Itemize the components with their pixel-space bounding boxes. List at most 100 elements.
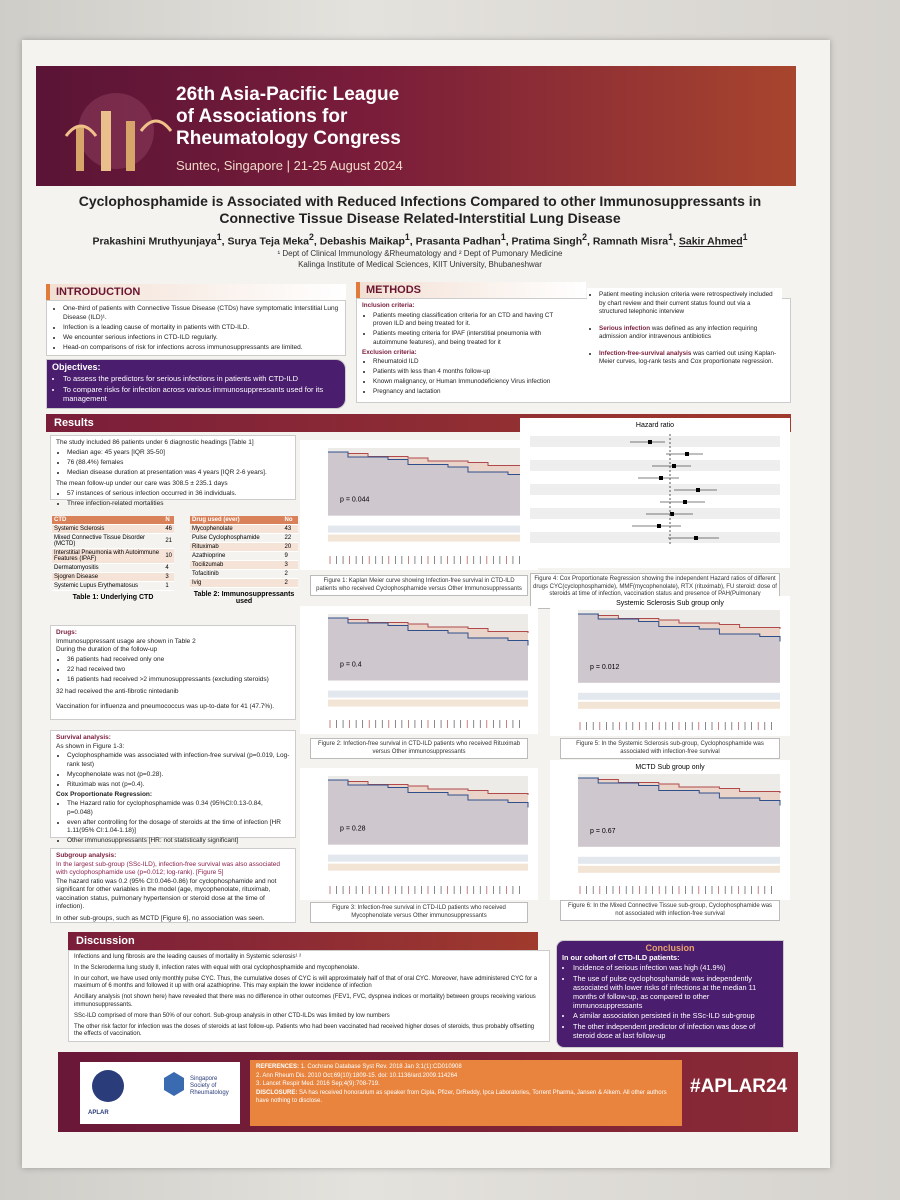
- congress-line: of Associations for: [176, 106, 348, 127]
- paragraph: The other risk factor for infection was …: [74, 1023, 535, 1038]
- list-item: Cyclophosphamide was associated with inf…: [67, 752, 290, 769]
- logo-text: Singapore Society of Rheumatology: [190, 1076, 229, 1096]
- survival: Survival analysis: As shown in Figure 1-…: [50, 730, 296, 844]
- box-heading: Drugs:: [56, 629, 77, 636]
- figure-plot: MCTD Sub group only p = 0.67: [550, 760, 790, 900]
- table-cell: Ivig: [190, 578, 283, 588]
- forest-point: [657, 524, 661, 528]
- figure-plot: p = 0.044: [300, 440, 538, 570]
- list-item: To compare risks for infection across va…: [63, 385, 340, 404]
- table-row: Mycophenolate 43: [190, 524, 298, 534]
- box-heading: Survival analysis:: [56, 734, 111, 741]
- table-row: Sjogren Disease 3: [52, 572, 174, 582]
- list-item: Infection-free-survival analysis was car…: [599, 350, 778, 367]
- table-cell: 21: [163, 533, 174, 549]
- reference: 3. Lancet Respir Med. 2016 Sep;4(9):708-…: [256, 1081, 380, 1087]
- km-band: [328, 452, 528, 516]
- reference: 2. Ann Rheum Dis. 2010 Oct;69(10):1809-1…: [256, 1072, 458, 1079]
- affiliation: ¹ Dept of Clinical Immunology &Rheumatol…: [277, 249, 563, 258]
- note-text: Patient meeting inclusion criteria were …: [599, 291, 773, 315]
- affiliations: ¹ Dept of Clinical Immunology &Rheumatol…: [60, 248, 780, 270]
- table-row: Mixed Connective Tissue Disorder (MCTD) 2…: [52, 533, 174, 549]
- risk-table: [328, 863, 528, 871]
- km-curve: [328, 617, 529, 646]
- author: Debashis Maikap: [319, 235, 405, 248]
- list-item: One-third of patients with Connective Ti…: [63, 305, 340, 322]
- list-item: Serious infection was defined as any inf…: [599, 325, 778, 342]
- text: In other sub-groups, such as MCTD [Figur…: [56, 914, 265, 922]
- text: 32 had received the anti-fibrotic ninted…: [56, 688, 179, 695]
- table-cell: 43: [282, 524, 298, 534]
- table-cell: 2: [282, 578, 298, 588]
- logo-shapes: [92, 1070, 184, 1102]
- table-row: Interstitial Pneumonia with Autoimmune F…: [52, 548, 174, 564]
- box-heading: Cox Proportionate Regression:: [56, 790, 153, 798]
- table-cell: Mycophenolate: [190, 524, 283, 534]
- table: Drug used (ever) No Mycophenolate 43 Pulse C…: [190, 516, 298, 588]
- km-curve: [578, 777, 781, 793]
- figure-plot: p = 0.28: [300, 768, 538, 900]
- author-affiliation: 1: [404, 232, 410, 242]
- table-row: Systemic Lupus Erythematosus 1: [52, 581, 174, 591]
- list-item: Rituximab was not (p=0.4).: [67, 781, 290, 790]
- authors: Prakashini Mruthyunjaya1, Surya Teja Mek…: [92, 232, 748, 248]
- risk-table: [328, 699, 528, 707]
- list-item: Median age: 45 years [IQR 35-50]: [67, 449, 290, 458]
- affiliation: Kalinga Institute of Medical Sciences, K…: [298, 260, 542, 269]
- p-value: p = 0.67: [590, 828, 616, 835]
- conclusion-list: Incidence of serious infection was high …: [562, 963, 778, 1040]
- list-item: The Hazard ratio for cyclophosphamide wa…: [67, 800, 290, 817]
- table-cell: Tocilizumab: [190, 560, 283, 570]
- table-row: Tofacitinib 2: [190, 569, 298, 579]
- km-curve: [578, 777, 781, 806]
- references: REFERENCES: 1. Cochrane Database Syst Re…: [250, 1060, 682, 1126]
- list-item: Mycophenolate was not (p=0.28).: [67, 771, 290, 780]
- drugs: Drugs: Immunosuppressant usage are shown…: [50, 625, 296, 720]
- list-item: 36 patients had received only one: [67, 656, 290, 665]
- logos: APLAR Singapore Society of Rheumatology: [80, 1062, 240, 1124]
- forest-point: [683, 500, 687, 504]
- text: During the duration of the follow-up: [56, 646, 158, 653]
- forest-row: [530, 496, 780, 507]
- list-item: A similar association persisted in the S…: [573, 1011, 778, 1020]
- note-text: was carried out using Kaplan-Meier curve…: [599, 349, 777, 366]
- forest-row: [530, 532, 780, 543]
- list-item: The use of pulse cyclophosphamide was in…: [573, 974, 778, 1010]
- author: Pratima Singh: [511, 235, 583, 248]
- author-affiliation: 1: [216, 232, 222, 242]
- table-row: Pulse Cyclophosphamide 22: [190, 533, 298, 543]
- forest-row: [530, 484, 780, 495]
- methods-notes: Patient meeting inclusion criteria were …: [587, 288, 782, 378]
- km-band: [328, 618, 528, 681]
- risk-table: [578, 865, 780, 873]
- risk-table: [578, 692, 780, 700]
- p-value: p = 0.012: [590, 664, 619, 671]
- author-affiliation: 2: [582, 232, 588, 242]
- drugs-list: 36 patients had received only one22 had …: [56, 656, 290, 685]
- text: The hazard ratio was 0.2 (95% CI:0.046-0…: [56, 877, 277, 911]
- list-item: Pregnancy and lactation: [373, 388, 572, 397]
- poster-title: Cyclophosphamide is Associated with Redu…: [78, 193, 762, 226]
- table-row: Azathioprine 9: [190, 551, 298, 561]
- figure-title: Systemic Sclerosis Sub group only: [616, 600, 724, 607]
- hashtag: #APLAR24: [690, 1076, 788, 1097]
- risk-table: [328, 534, 528, 542]
- paragraph: Ancillary analysis (not shown here) have…: [74, 994, 536, 1008]
- forest-row: [530, 436, 780, 447]
- box-heading: Subgroup analysis:: [56, 852, 117, 859]
- text: The mean follow-up under our care was 30…: [56, 480, 228, 487]
- table-row: Drug used (ever) No: [190, 516, 298, 525]
- list-item: The other independent predictor of infec…: [573, 1022, 778, 1040]
- list-item: Patient meeting inclusion criteria were …: [599, 291, 778, 317]
- list-item: Other immunosuppressants [HR: not statis…: [67, 837, 290, 846]
- note-text: was defined as any infection requiring a…: [599, 324, 758, 341]
- risk-table: [328, 525, 528, 533]
- km-band: [328, 780, 528, 845]
- table-cell: 4: [163, 563, 174, 573]
- risk-table: [328, 854, 528, 862]
- forest-point: [694, 536, 698, 540]
- forest-point: [659, 476, 663, 480]
- text: Immunosuppressant usage are shown in Tab…: [56, 637, 196, 645]
- table-row: Dermatomyositis 4: [52, 563, 174, 573]
